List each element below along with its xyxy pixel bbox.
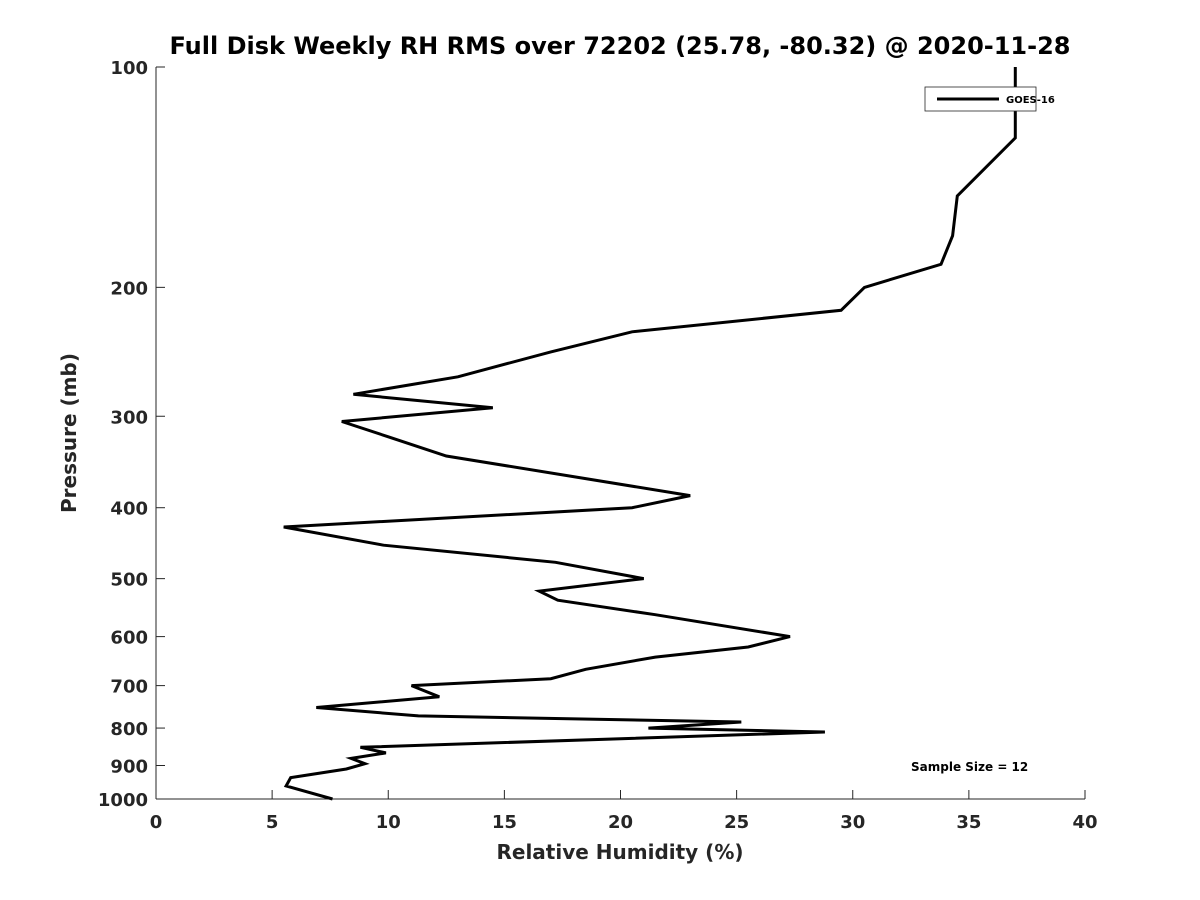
x-tick-label: 20	[608, 812, 633, 833]
x-tick-label: 15	[492, 812, 517, 833]
x-tick-label: 25	[724, 812, 749, 833]
sample-size-annotation: Sample Size = 12	[911, 760, 1028, 774]
x-tick-label: 0	[150, 812, 163, 833]
x-tick-label: 10	[376, 812, 401, 833]
y-tick-label: 800	[110, 719, 148, 740]
series-line-goes-16	[283, 67, 1017, 801]
y-tick-label: 600	[110, 628, 148, 649]
y-tick-label: 100	[110, 58, 148, 79]
y-axis-ticks: 100 200 300 400 500 600 700 800 900 1000	[98, 58, 165, 811]
plot-area	[156, 67, 1085, 799]
y-tick-label: 700	[110, 677, 148, 698]
y-tick-label: 200	[110, 278, 148, 299]
chart-title: Full Disk Weekly RH RMS over 72202 (25.7…	[169, 32, 1070, 60]
y-axis-label: Pressure (mb)	[57, 353, 81, 513]
x-tick-label: 40	[1072, 812, 1097, 833]
x-tick-label: 30	[840, 812, 865, 833]
x-axis-ticks: 0 5 10 15 20 25 30 35 40	[150, 790, 1098, 833]
y-tick-label: 1000	[98, 790, 148, 811]
series-layer	[283, 67, 1017, 801]
plot-background	[156, 67, 1085, 799]
legend: GOES-16	[924, 86, 1055, 112]
y-tick-label: 300	[110, 407, 148, 428]
legend-label-goes-16: GOES-16	[1006, 95, 1055, 106]
y-tick-label: 500	[110, 570, 148, 591]
y-tick-label: 900	[110, 757, 148, 778]
x-tick-label: 5	[266, 812, 279, 833]
y-tick-label: 400	[110, 499, 148, 520]
x-tick-label: 35	[956, 812, 981, 833]
x-axis-label: Relative Humidity (%)	[496, 840, 743, 864]
